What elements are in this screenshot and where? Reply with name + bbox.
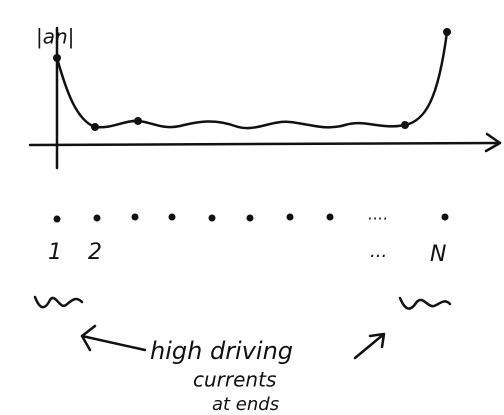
axis-label: |an| bbox=[36, 25, 74, 49]
dot-label: N bbox=[430, 242, 446, 267]
dot-label: 2 bbox=[88, 240, 102, 265]
right-squiggle bbox=[398, 296, 452, 310]
dot bbox=[93, 214, 101, 222]
dots-ellipsis: .... bbox=[368, 205, 388, 224]
dot bbox=[53, 215, 61, 223]
curve-point bbox=[443, 28, 451, 36]
right-arrow bbox=[353, 332, 386, 360]
annotation-line: high driving bbox=[150, 337, 293, 365]
dot bbox=[246, 214, 254, 222]
annotation-line: at ends bbox=[212, 394, 279, 415]
annotation-line: currents bbox=[193, 368, 276, 392]
dot bbox=[286, 213, 294, 221]
curve-point bbox=[401, 121, 409, 129]
dot bbox=[326, 213, 334, 221]
dot bbox=[441, 213, 449, 221]
dot-label: 1 bbox=[48, 240, 62, 265]
curve-points bbox=[53, 28, 451, 131]
curve-point bbox=[91, 123, 99, 131]
curve-point bbox=[134, 117, 142, 125]
dot bbox=[131, 213, 139, 221]
dot-label: ... bbox=[370, 241, 387, 262]
x-axis bbox=[28, 141, 502, 147]
dot bbox=[208, 214, 216, 222]
dot bbox=[168, 213, 176, 221]
amplitude-curve bbox=[55, 30, 449, 130]
curve-point bbox=[53, 54, 61, 62]
left-squiggle bbox=[33, 295, 84, 309]
left-arrow bbox=[80, 324, 147, 352]
dot-chain bbox=[53, 213, 449, 223]
x-axis-arrow bbox=[484, 132, 502, 153]
